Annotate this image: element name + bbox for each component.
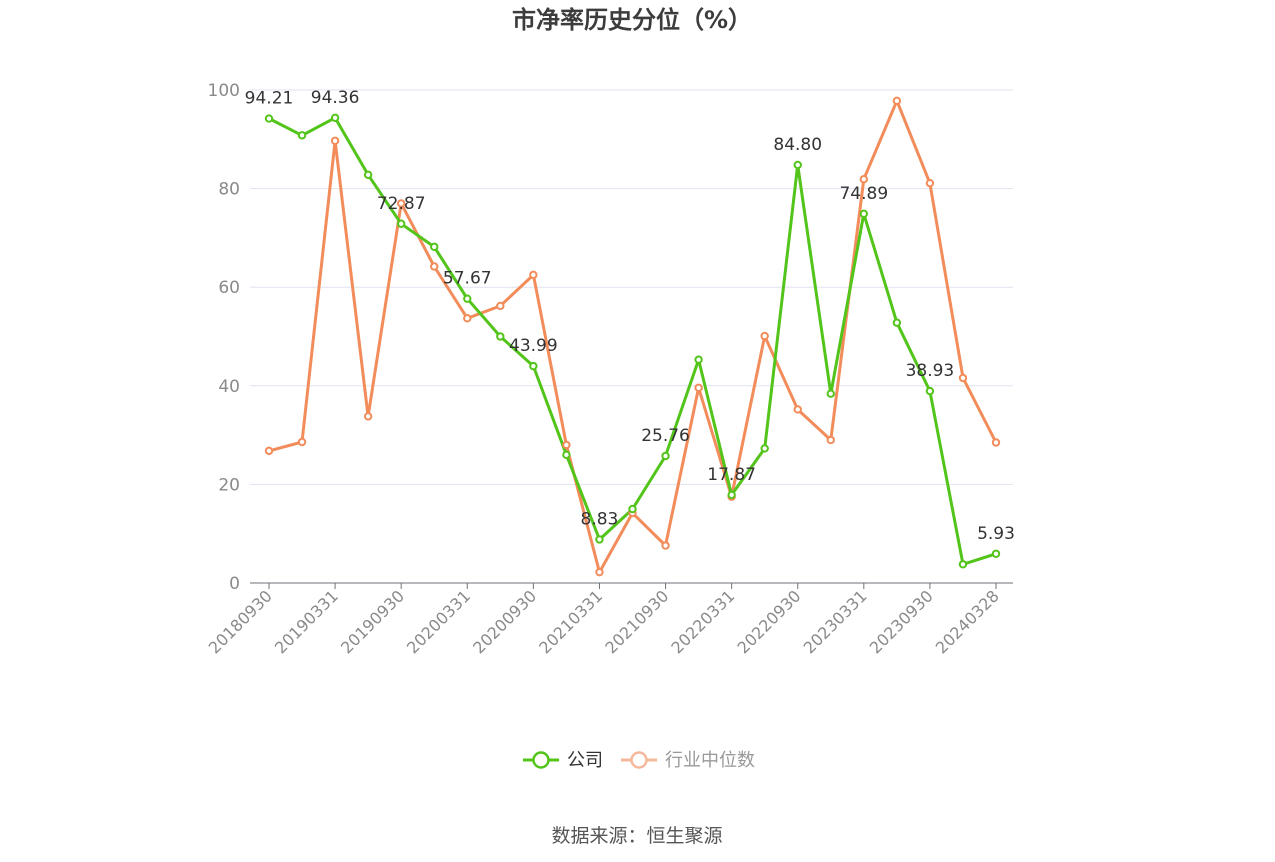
data-label: 72.87 (377, 194, 426, 214)
x-tick-label: 20180930 (205, 586, 276, 657)
x-tick-label: 20220930 (734, 586, 805, 657)
data-point[interactable] (727, 490, 736, 500)
data-point[interactable] (760, 331, 769, 341)
data-point[interactable] (562, 440, 571, 450)
data-point[interactable] (529, 270, 538, 280)
data-point[interactable] (463, 294, 472, 303)
data-point[interactable] (628, 504, 637, 514)
data-point[interactable] (958, 560, 968, 569)
data-point[interactable] (991, 438, 1001, 447)
data-point[interactable] (892, 318, 902, 327)
data-point[interactable] (760, 444, 769, 453)
series-line-1 (268, 99, 998, 574)
data-point[interactable] (264, 114, 274, 123)
x-tick-label: 20210331 (535, 586, 606, 657)
data-label: 8.83 (581, 509, 619, 529)
data-label: 57.67 (443, 269, 492, 289)
grid-lines (250, 89, 1013, 485)
data-point[interactable] (396, 199, 406, 208)
y-tick-label: 40 (218, 377, 240, 397)
data-point[interactable] (595, 535, 604, 544)
data-point[interactable] (363, 412, 373, 421)
legend-marker (532, 751, 550, 769)
data-point[interactable] (363, 170, 373, 179)
data-point[interactable] (297, 131, 307, 140)
data-label: 5.93 (977, 524, 1015, 544)
x-tick-label: 20200930 (469, 586, 540, 657)
x-tick-label: 20230930 (866, 586, 937, 657)
data-point[interactable] (859, 175, 869, 184)
data-point[interactable] (529, 361, 538, 371)
x-tick-label: 20190331 (271, 586, 342, 657)
legend-item-label[interactable]: 行业中位数 (665, 750, 755, 771)
chart-title: 市净率历史分位（%） (512, 6, 752, 34)
data-label: 74.89 (839, 184, 888, 204)
legend-marker (630, 751, 648, 769)
data-label: 38.93 (906, 361, 955, 381)
data-point[interactable] (694, 355, 703, 364)
series-points (264, 96, 1001, 577)
data-point[interactable] (496, 332, 505, 341)
y-tick-label: 60 (218, 278, 240, 298)
series-lines (268, 99, 998, 574)
data-point[interactable] (330, 136, 340, 145)
x-tick-label: 20230331 (800, 586, 871, 657)
x-tick-label: 20190930 (337, 586, 408, 657)
legend[interactable]: 公司 行业中位数 (523, 750, 755, 771)
data-point[interactable] (496, 301, 505, 311)
data-point[interactable] (892, 96, 902, 106)
data-point[interactable] (826, 435, 835, 445)
legend-item-label[interactable]: 公司 (567, 750, 603, 771)
data-label: 84.80 (773, 135, 822, 155)
data-point[interactable] (463, 314, 472, 323)
data-point[interactable] (430, 262, 439, 271)
data-point[interactable] (859, 209, 869, 218)
data-point[interactable] (826, 389, 835, 398)
data-point[interactable] (661, 451, 670, 461)
data-point[interactable] (396, 219, 406, 228)
y-tick-label: 20 (218, 475, 240, 495)
axes: 0204060801002018093020190331201909302020… (205, 81, 1013, 657)
data-point[interactable] (793, 405, 802, 414)
data-point[interactable] (297, 437, 307, 447)
data-point[interactable] (793, 160, 802, 170)
data-point[interactable] (595, 567, 604, 577)
data-label: 94.21 (245, 89, 294, 109)
data-point[interactable] (958, 373, 968, 383)
y-tick-label: 100 (208, 81, 240, 101)
data-point[interactable] (330, 113, 340, 123)
x-tick-label: 20240328 (932, 586, 1003, 657)
y-tick-label: 0 (229, 574, 240, 594)
data-point[interactable] (925, 178, 935, 188)
data-labels: 94.21 94.36 72.87 57.67 43.99 8.83 25.76 17.87 8… (245, 88, 1015, 544)
data-label: 43.99 (509, 336, 558, 356)
data-point[interactable] (694, 383, 703, 392)
data-label: 25.76 (641, 426, 690, 446)
data-label: 94.36 (311, 88, 360, 108)
x-tick-label: 20210930 (601, 586, 672, 657)
x-tick-label: 20200331 (403, 586, 474, 657)
data-point[interactable] (661, 541, 670, 550)
data-point[interactable] (264, 446, 274, 456)
data-label: 17.87 (707, 465, 756, 485)
data-source-note: 数据来源：恒生聚源 (551, 825, 722, 847)
data-point[interactable] (430, 242, 439, 251)
data-point[interactable] (925, 386, 935, 396)
x-tick-label: 20220331 (667, 586, 738, 657)
y-tick-label: 80 (218, 180, 240, 200)
data-point[interactable] (991, 549, 1001, 558)
data-point[interactable] (562, 450, 571, 460)
